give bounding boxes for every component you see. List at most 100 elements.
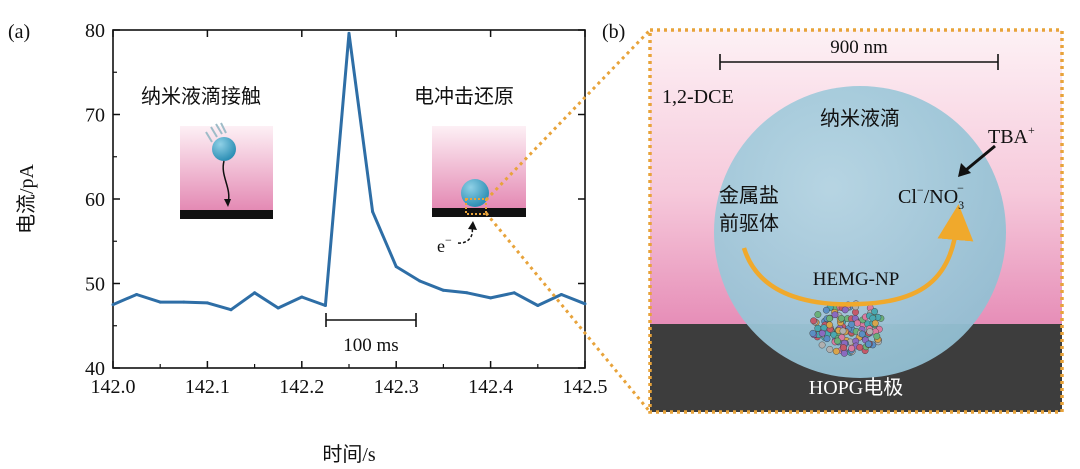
- nanoparticle-atom: [814, 324, 822, 332]
- x-tick-label: 142.2: [279, 376, 324, 398]
- data-point: [559, 292, 563, 296]
- panel-a-label: (a): [8, 21, 30, 43]
- x-axis-label: 时间/s: [322, 443, 376, 466]
- data-point: [371, 210, 375, 214]
- y-axis-label: 电流/pA: [15, 163, 38, 234]
- data-point: [441, 288, 445, 292]
- nanoparticle-atom: [841, 306, 849, 314]
- tba-arrow-line: [965, 144, 996, 172]
- nanoparticle-atom: [848, 320, 855, 328]
- nanoparticle-atom: [839, 327, 847, 335]
- nanoparticle-atom: [809, 329, 817, 337]
- data-point: [323, 303, 327, 307]
- nanoparticle-atom: [840, 349, 848, 357]
- zoom-connector-bottom: [484, 212, 652, 413]
- x-tick-label: 142.3: [374, 376, 419, 398]
- y-tick-label: 40: [85, 358, 105, 380]
- data-point: [347, 31, 351, 35]
- nanoparticle-atom: [838, 314, 845, 322]
- nanoparticle-atom: [871, 319, 879, 327]
- droplet-label: 纳米液滴: [820, 107, 900, 130]
- nanoparticle-atom: [818, 341, 826, 349]
- landed-droplet-icon: [461, 179, 489, 207]
- precursor-label-line2: 前驱体: [719, 212, 779, 235]
- nanoparticle-atom: [831, 311, 839, 319]
- nanoparticle-atom: [810, 317, 817, 325]
- zoom-source-box: [465, 198, 487, 215]
- y-tick-label: 60: [85, 189, 105, 211]
- nanoparticle-atom: [832, 347, 840, 355]
- electron-arrow-head-icon: [468, 221, 477, 230]
- nanoparticle-label: HEMG-NP: [813, 269, 900, 290]
- panel-b-label: (b): [602, 21, 625, 43]
- data-point: [205, 301, 209, 305]
- reaction-path-arrow: [741, 204, 974, 307]
- data-point: [394, 265, 398, 269]
- data-point: [135, 292, 139, 296]
- schematic-panel: 900 nm 1,2-DCE 纳米液滴 TBA+ 金属盐 前驱体 Cl−/NO3…: [648, 28, 1064, 414]
- inset-droplet-contact: [180, 122, 273, 219]
- annotation-droplet-contact: 纳米液滴接触: [141, 85, 261, 108]
- x-tick-label: 142.5: [563, 376, 608, 398]
- data-point: [583, 302, 587, 306]
- x-tick-label: 142.4: [468, 376, 513, 398]
- data-point: [111, 303, 115, 307]
- data-point: [276, 306, 280, 310]
- data-point: [229, 308, 233, 312]
- data-point: [536, 303, 540, 307]
- y-tick-label: 50: [85, 274, 105, 296]
- motion-lines-icon: [205, 122, 227, 143]
- nanoparticle-atom: [856, 343, 864, 351]
- nanoparticle-atom: [873, 332, 881, 340]
- solvent-label: 1,2-DCE: [662, 86, 734, 108]
- electron-transfer-arrow-icon: [457, 227, 474, 244]
- falling-droplet-icon: [212, 137, 236, 161]
- inset-impact-electrode: [432, 208, 526, 217]
- nanoparticle-atom: [826, 345, 834, 353]
- annotation-impact-reduction: 电冲击还原: [414, 85, 514, 108]
- x-tick-label: 142.0: [91, 376, 136, 398]
- data-point: [418, 279, 422, 283]
- nanoparticle-atom: [826, 321, 833, 329]
- nanoparticle-atom: [823, 335, 831, 343]
- data-point: [182, 300, 186, 304]
- data-point: [465, 291, 469, 295]
- fall-arrow-head-icon: [224, 199, 231, 207]
- y-axis-ticks: 40 50 60 70 80: [85, 20, 585, 380]
- x-tick-label: 142.1: [185, 376, 230, 398]
- scale-bar-label: 100 ms: [343, 335, 398, 356]
- zoom-connector-top: [484, 28, 652, 202]
- nanoparticle-atom: [848, 344, 855, 352]
- inset-contact-electrode: [180, 210, 273, 219]
- nanoparticle-atom: [866, 328, 874, 335]
- y-tick-label: 70: [85, 105, 105, 127]
- nanoparticle-atom: [834, 337, 841, 345]
- nanoparticle-atom: [818, 329, 826, 337]
- data-point: [158, 300, 162, 304]
- data-point: [253, 291, 257, 295]
- nanoparticle-atom: [854, 319, 861, 327]
- nanoparticle-atom: [814, 311, 822, 318]
- nanoparticle-atom: [871, 308, 878, 315]
- tba-arrow-head-icon: [958, 163, 971, 177]
- electron-label: e−: [437, 233, 452, 256]
- anion-label: Cl−/NO3−: [898, 181, 964, 212]
- x-axis-ticks: 142.0 142.1 142.2 142.3 142.4 142.5: [91, 30, 608, 398]
- cation-label: TBA+: [988, 123, 1035, 148]
- time-scale-bar: 100 ms: [325, 313, 417, 356]
- precursor-label-line1: 金属盐: [719, 184, 779, 207]
- current-trace-points: [111, 31, 587, 312]
- data-point: [300, 295, 304, 299]
- nanoparticle-atom: [826, 315, 833, 322]
- nanoparticle-atom: [858, 330, 866, 338]
- inset-impact-reduction: e−: [432, 126, 526, 256]
- hemg-nanoparticle-icon: [809, 300, 885, 357]
- nm-scale-bar-label: 900 nm: [830, 37, 888, 58]
- data-point: [512, 291, 516, 295]
- data-point: [489, 296, 493, 300]
- nanoparticle-atom: [840, 344, 847, 351]
- electrode-label: HOPG电极: [809, 376, 903, 399]
- nanoparticle-atom: [865, 340, 872, 348]
- nanodroplet: [714, 86, 1006, 378]
